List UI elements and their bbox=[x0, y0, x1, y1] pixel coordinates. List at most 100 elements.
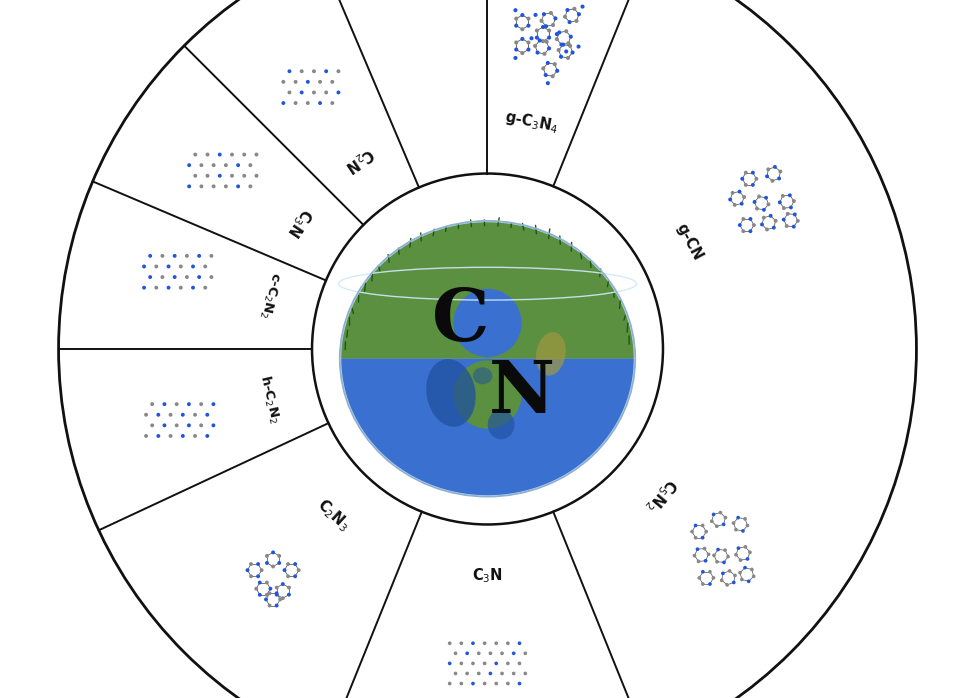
Circle shape bbox=[751, 171, 755, 174]
Circle shape bbox=[325, 91, 329, 94]
Circle shape bbox=[708, 582, 712, 586]
Circle shape bbox=[701, 570, 705, 574]
Circle shape bbox=[553, 62, 557, 66]
Circle shape bbox=[778, 200, 782, 205]
Circle shape bbox=[453, 671, 457, 676]
Circle shape bbox=[542, 12, 546, 16]
Circle shape bbox=[293, 574, 297, 578]
Circle shape bbox=[755, 207, 759, 211]
Circle shape bbox=[796, 219, 799, 223]
Circle shape bbox=[275, 591, 279, 595]
Circle shape bbox=[778, 170, 782, 173]
Circle shape bbox=[736, 516, 740, 519]
Circle shape bbox=[169, 434, 173, 438]
Circle shape bbox=[163, 402, 167, 406]
Circle shape bbox=[249, 163, 253, 167]
Circle shape bbox=[217, 174, 221, 178]
Circle shape bbox=[230, 153, 234, 156]
Circle shape bbox=[712, 512, 716, 517]
Circle shape bbox=[286, 562, 290, 566]
Circle shape bbox=[483, 682, 487, 685]
Circle shape bbox=[312, 69, 316, 73]
Circle shape bbox=[717, 548, 720, 551]
Circle shape bbox=[738, 190, 742, 193]
Circle shape bbox=[693, 524, 697, 527]
Circle shape bbox=[526, 17, 530, 21]
Circle shape bbox=[725, 583, 729, 587]
Circle shape bbox=[185, 275, 189, 279]
Circle shape bbox=[293, 101, 297, 105]
Circle shape bbox=[740, 578, 744, 581]
Circle shape bbox=[175, 424, 178, 427]
Circle shape bbox=[236, 163, 240, 167]
Circle shape bbox=[224, 163, 228, 167]
Circle shape bbox=[521, 51, 525, 55]
Circle shape bbox=[275, 586, 279, 590]
Circle shape bbox=[193, 153, 197, 156]
Circle shape bbox=[551, 23, 555, 27]
Circle shape bbox=[187, 424, 191, 427]
Circle shape bbox=[722, 572, 724, 575]
Circle shape bbox=[566, 56, 570, 60]
Ellipse shape bbox=[488, 410, 515, 439]
Circle shape bbox=[293, 562, 297, 566]
Circle shape bbox=[563, 15, 567, 19]
Circle shape bbox=[514, 17, 519, 21]
Circle shape bbox=[163, 424, 167, 427]
Circle shape bbox=[751, 183, 755, 187]
Circle shape bbox=[521, 37, 525, 41]
Circle shape bbox=[712, 576, 716, 580]
Circle shape bbox=[727, 569, 731, 573]
Circle shape bbox=[524, 671, 527, 676]
Circle shape bbox=[722, 523, 725, 526]
Circle shape bbox=[494, 641, 498, 645]
Circle shape bbox=[742, 195, 746, 199]
Circle shape bbox=[514, 24, 519, 28]
Circle shape bbox=[288, 91, 292, 94]
Circle shape bbox=[336, 69, 340, 73]
Circle shape bbox=[568, 44, 572, 48]
Circle shape bbox=[259, 568, 263, 572]
Circle shape bbox=[746, 524, 750, 528]
Circle shape bbox=[206, 413, 210, 417]
Circle shape bbox=[271, 551, 275, 554]
Circle shape bbox=[264, 597, 268, 602]
Circle shape bbox=[792, 199, 796, 203]
Circle shape bbox=[265, 581, 269, 584]
Circle shape bbox=[459, 682, 463, 685]
Circle shape bbox=[288, 69, 292, 73]
Circle shape bbox=[518, 662, 522, 665]
Circle shape bbox=[293, 80, 297, 84]
Circle shape bbox=[738, 223, 742, 227]
Circle shape bbox=[193, 174, 197, 178]
Circle shape bbox=[212, 402, 215, 406]
Circle shape bbox=[752, 574, 756, 578]
Circle shape bbox=[325, 69, 329, 73]
Circle shape bbox=[471, 662, 475, 665]
Circle shape bbox=[529, 36, 533, 40]
Circle shape bbox=[572, 7, 576, 11]
Circle shape bbox=[512, 651, 516, 655]
Circle shape bbox=[526, 40, 530, 45]
Ellipse shape bbox=[426, 359, 476, 426]
Circle shape bbox=[156, 413, 160, 417]
Circle shape bbox=[765, 174, 769, 178]
Circle shape bbox=[161, 254, 165, 258]
Circle shape bbox=[197, 254, 201, 258]
Circle shape bbox=[193, 434, 197, 438]
Circle shape bbox=[580, 5, 585, 8]
Circle shape bbox=[786, 212, 790, 216]
Circle shape bbox=[193, 413, 197, 417]
Circle shape bbox=[150, 424, 154, 427]
Circle shape bbox=[526, 47, 530, 52]
Circle shape bbox=[331, 80, 334, 84]
Circle shape bbox=[570, 50, 574, 54]
Circle shape bbox=[249, 184, 253, 188]
Circle shape bbox=[331, 101, 334, 105]
Circle shape bbox=[256, 562, 260, 566]
Circle shape bbox=[191, 265, 195, 269]
Circle shape bbox=[526, 24, 530, 28]
Circle shape bbox=[755, 177, 759, 181]
Circle shape bbox=[448, 662, 451, 665]
Circle shape bbox=[774, 219, 778, 223]
